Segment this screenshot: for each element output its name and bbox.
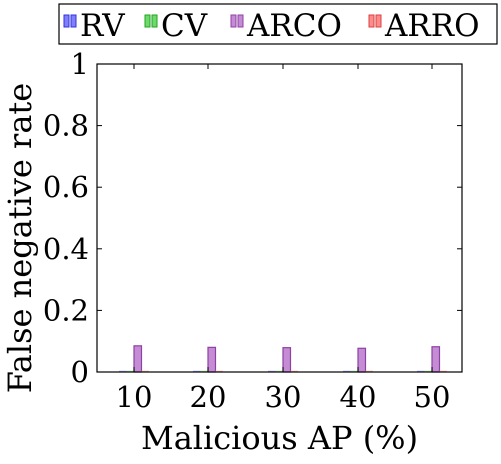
legend-label-cv: CV xyxy=(161,8,208,44)
legend-entry-arco: ARCO xyxy=(230,8,342,44)
y-tick-label: 0.2 xyxy=(43,293,89,327)
y-tick-label: 0.4 xyxy=(43,232,89,266)
bar-arco-30 xyxy=(282,347,292,373)
y-tick-label: 1 xyxy=(71,47,89,81)
legend-label-rv: RV xyxy=(80,8,125,44)
legend: RV CV ARCO ARRO xyxy=(58,3,498,45)
y-axis-label: False negative rate xyxy=(1,83,39,393)
bar-arco-10 xyxy=(133,345,143,373)
bar-arco-20 xyxy=(207,346,217,373)
x-tick-label: 30 xyxy=(265,380,302,414)
y-tick-label: 0 xyxy=(71,355,89,389)
legend-swatch-cv-b xyxy=(151,14,158,28)
legend-swatch-rv xyxy=(63,14,70,28)
bar-arco-40 xyxy=(357,347,367,373)
legend-label-arro: ARRO xyxy=(384,8,479,44)
legend-swatch-arco-b xyxy=(237,14,244,28)
x-axis-label: Malicious AP (%) xyxy=(141,419,418,457)
x-tick-label: 20 xyxy=(190,380,227,414)
plot-frame xyxy=(96,63,463,373)
x-tick-label: 10 xyxy=(116,380,153,414)
legend-entry-arro: ARRO xyxy=(368,8,479,44)
x-tick-label: 50 xyxy=(414,380,451,414)
x-tick-label: 40 xyxy=(340,380,377,414)
legend-swatch-rv-b xyxy=(70,14,77,28)
y-tick-label: 0.8 xyxy=(43,109,89,143)
legend-swatch-arro-b xyxy=(375,14,382,28)
legend-swatch-cv xyxy=(144,14,151,28)
y-tick-label: 0.6 xyxy=(43,170,89,204)
legend-label-arco: ARCO xyxy=(246,8,342,44)
legend-entry-cv: CV xyxy=(144,8,208,44)
legend-swatch-arro xyxy=(368,14,375,28)
axes: 0 0.2 0.4 0.6 0.8 1 10 20 30 40 50 xyxy=(43,47,463,414)
legend-swatch-arco xyxy=(230,14,237,28)
bar-arco-50 xyxy=(431,346,441,373)
legend-entry-rv: RV xyxy=(63,8,125,44)
legend-box xyxy=(58,3,498,45)
